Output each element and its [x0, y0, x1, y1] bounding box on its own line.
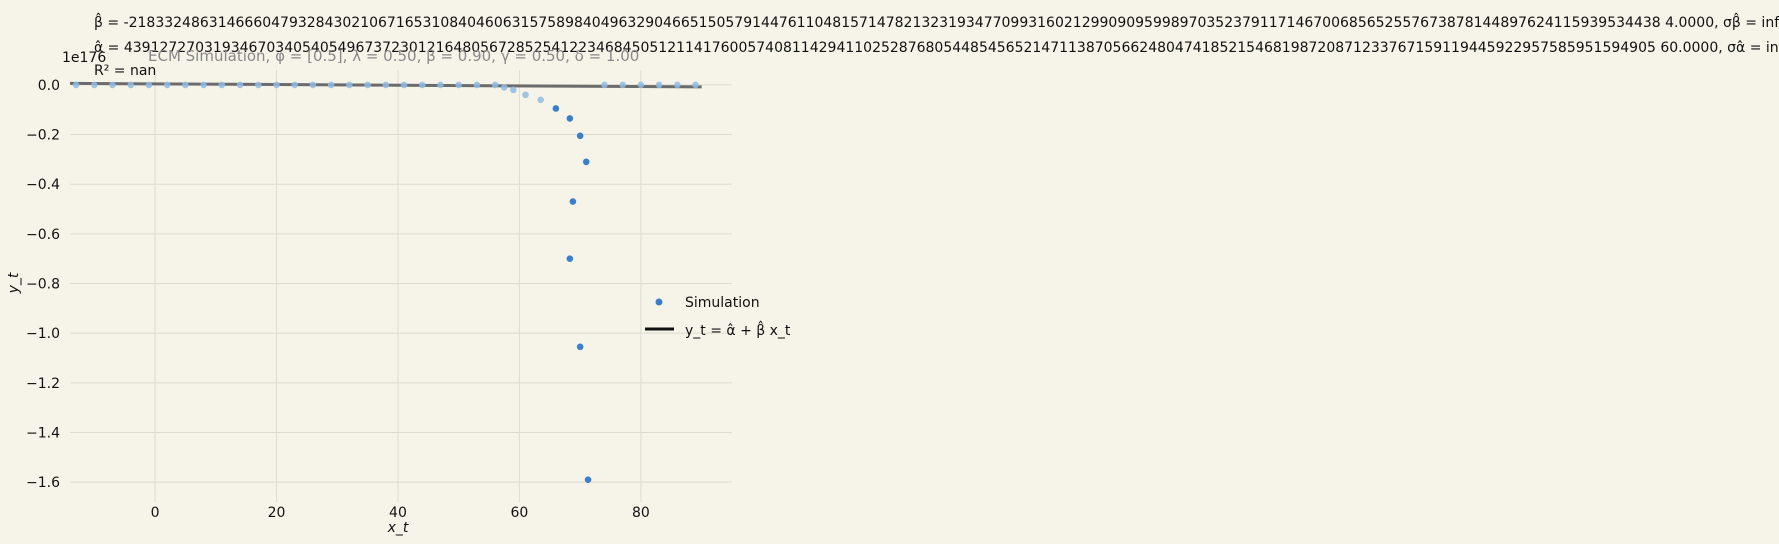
y-axis-label: y_t — [6, 272, 22, 294]
data-point — [569, 198, 577, 205]
y-tick-label: −0.8 — [26, 277, 60, 293]
y-tick-label: −0.4 — [26, 177, 60, 193]
data-point — [400, 81, 408, 89]
data-point — [418, 81, 426, 89]
legend-fit-label: y_t = α̂ + β̂ x_t — [685, 320, 791, 339]
y-tick-label: −0.6 — [26, 227, 60, 243]
legend: Simulation y_t = α̂ + β̂ x_t — [645, 295, 791, 339]
data-point — [566, 255, 574, 262]
data-point — [566, 115, 574, 122]
data-point — [674, 81, 681, 89]
data-point — [455, 81, 462, 89]
y-tick-label: −1.0 — [26, 326, 60, 342]
chart-title: ECM Simulation, φ = [0.5], λ = 0.50, β =… — [148, 47, 639, 65]
data-point — [637, 81, 645, 89]
y-tick-label: −1.4 — [26, 425, 60, 441]
data-point — [200, 81, 207, 89]
r2-annotation: R² = nan — [94, 63, 156, 79]
data-point — [145, 81, 153, 89]
data-point — [619, 81, 626, 89]
data-point — [109, 81, 116, 89]
data-point — [254, 81, 262, 89]
data-point — [127, 81, 135, 89]
y-axis-ticks: 0.0 −0.2 −0.4 −0.6 −0.8 −1.0 −1.2 −1.4 −1.6 — [26, 78, 60, 491]
legend-simulation-label: Simulation — [685, 295, 760, 311]
scatter-points — [72, 81, 699, 483]
data-point — [537, 96, 544, 104]
data-point — [182, 81, 189, 89]
grid-lines — [70, 70, 732, 502]
data-point — [582, 158, 590, 166]
data-point — [510, 86, 517, 94]
data-point — [382, 81, 390, 89]
data-point — [692, 81, 699, 89]
data-point — [309, 81, 317, 89]
data-point — [291, 81, 299, 89]
x-tick-label: 80 — [632, 505, 650, 521]
y-tick-label: 0.0 — [38, 78, 60, 94]
x-tick-label: 20 — [268, 505, 286, 521]
data-point — [364, 81, 371, 89]
data-point — [601, 81, 608, 89]
data-point — [218, 81, 226, 89]
data-point — [236, 81, 244, 89]
data-point — [163, 81, 171, 89]
x-tick-label: 0 — [151, 505, 160, 521]
data-point — [437, 81, 444, 89]
data-point — [491, 81, 499, 89]
data-point — [576, 132, 584, 140]
data-point — [473, 81, 481, 89]
x-axis-ticks: 0 20 40 60 80 — [151, 505, 650, 521]
data-point — [500, 84, 508, 91]
x-tick-label: 40 — [389, 505, 407, 521]
data-point — [273, 81, 280, 89]
data-point — [522, 91, 529, 99]
y-tick-label: −1.2 — [26, 376, 60, 392]
y-tick-label: −0.2 — [26, 128, 60, 144]
y-tick-label: −1.6 — [26, 475, 60, 491]
y-scale-label: 1e176 — [62, 50, 106, 66]
data-point — [72, 81, 80, 89]
data-point — [90, 81, 98, 89]
data-point — [327, 81, 335, 89]
x-axis-label: x_t — [387, 520, 409, 536]
data-point — [346, 81, 353, 89]
data-point — [584, 476, 592, 483]
data-point — [655, 81, 663, 89]
alpha-annotation: α̂ = 43912727031934670340540549673723012… — [94, 40, 1779, 56]
data-point — [552, 105, 560, 112]
beta-annotation: β̂ = -2183324863146660479328430210671653… — [94, 12, 1779, 31]
data-point — [576, 343, 584, 351]
legend-simulation-marker — [655, 298, 663, 306]
x-tick-label: 60 — [511, 505, 529, 521]
